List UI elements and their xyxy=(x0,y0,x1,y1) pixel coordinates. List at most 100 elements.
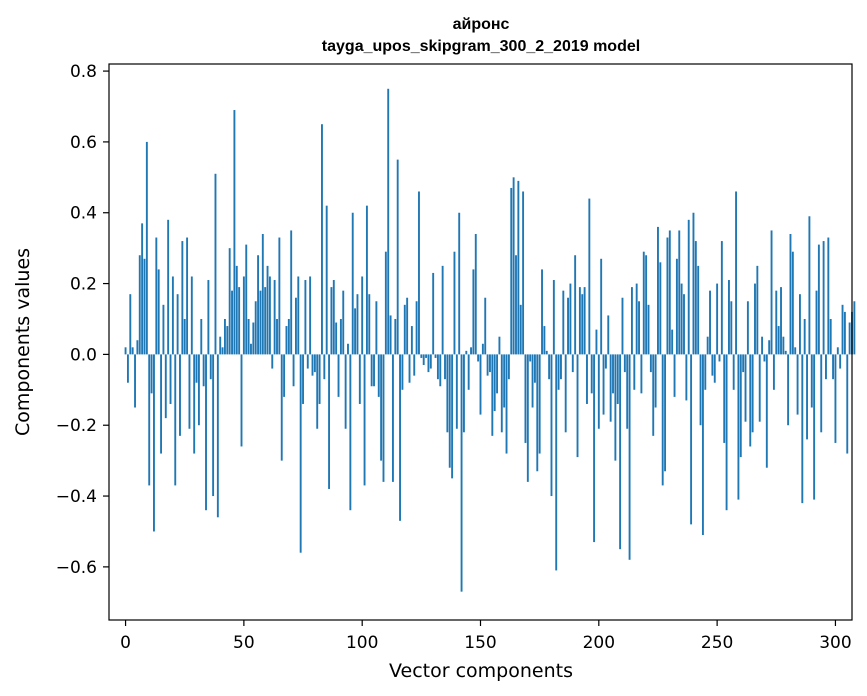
bar-144 xyxy=(465,350,468,355)
bar-78 xyxy=(309,276,312,355)
bar-257 xyxy=(732,354,735,390)
bar-190 xyxy=(574,255,577,355)
bar-44 xyxy=(228,248,231,355)
bar-28 xyxy=(190,276,193,355)
bar-139 xyxy=(453,251,456,355)
bar-95 xyxy=(349,354,352,511)
bar-120 xyxy=(408,354,411,383)
bar-35 xyxy=(207,280,210,355)
bar-238 xyxy=(687,219,690,355)
bar-143 xyxy=(462,354,465,433)
bar-163 xyxy=(510,187,513,355)
bar-41 xyxy=(221,347,224,355)
bar-93 xyxy=(344,354,347,429)
bar-280 xyxy=(787,354,790,426)
bar-162 xyxy=(507,354,510,380)
bar-140 xyxy=(455,354,458,429)
bar-83 xyxy=(321,124,323,355)
y-tick-label: −0.6 xyxy=(56,558,97,578)
bar-7 xyxy=(141,223,144,355)
bar-30 xyxy=(195,354,198,383)
bar-284 xyxy=(796,354,799,415)
bar-266 xyxy=(754,283,756,355)
chart-subtitle: tayga_upos_skipgram_300_2_2019 model xyxy=(322,38,640,55)
bar-145 xyxy=(467,354,470,390)
bar-299 xyxy=(832,354,835,380)
bar-302 xyxy=(839,354,842,369)
bar-21 xyxy=(174,354,177,486)
bar-294 xyxy=(820,354,823,433)
bar-226 xyxy=(659,262,662,355)
bar-193 xyxy=(581,294,584,355)
bar-206 xyxy=(612,354,614,394)
bar-185 xyxy=(562,290,565,355)
bar-72 xyxy=(294,297,297,355)
bar-274 xyxy=(772,354,775,390)
bar-112 xyxy=(389,315,392,355)
bar-69 xyxy=(287,318,290,355)
bar-9 xyxy=(145,141,148,355)
bar-242 xyxy=(697,265,700,355)
bar-119 xyxy=(406,297,409,355)
bar-85 xyxy=(325,205,328,355)
y-tick-label: 0.8 xyxy=(70,62,97,82)
bar-293 xyxy=(817,244,820,355)
bar-279 xyxy=(784,350,787,355)
bar-265 xyxy=(751,354,754,433)
bar-91 xyxy=(339,318,342,355)
bar-261 xyxy=(742,354,745,373)
bar-88 xyxy=(332,280,335,355)
bar-298 xyxy=(829,318,832,355)
bar-53 xyxy=(250,343,252,355)
bar-68 xyxy=(285,326,288,355)
bar-67 xyxy=(283,354,286,397)
bar-114 xyxy=(394,318,397,355)
bar-268 xyxy=(758,354,761,422)
bar-252 xyxy=(720,241,723,355)
bar-250 xyxy=(716,283,719,355)
bar-126 xyxy=(422,354,425,366)
bar-290 xyxy=(810,354,813,408)
bar-218 xyxy=(640,354,643,394)
bar-239 xyxy=(690,354,693,525)
bar-15 xyxy=(160,354,162,454)
bar-181 xyxy=(552,280,555,355)
bar-211 xyxy=(623,354,626,373)
y-axis-label: Components values xyxy=(12,248,34,436)
bar-253 xyxy=(723,354,726,443)
bar-201 xyxy=(600,258,603,355)
bar-136 xyxy=(446,354,449,433)
bar-51 xyxy=(245,244,248,355)
x-axis-label: Vector components xyxy=(389,660,573,682)
bar-246 xyxy=(706,336,709,355)
bar-105 xyxy=(373,354,375,387)
bar-22 xyxy=(176,294,179,355)
bar-256 xyxy=(730,301,733,355)
bar-178 xyxy=(545,350,548,355)
bar-297 xyxy=(827,237,830,355)
bar-232 xyxy=(673,354,676,397)
bar-0 xyxy=(124,347,127,355)
bar-107 xyxy=(377,354,380,397)
bar-54 xyxy=(252,322,255,355)
bar-204 xyxy=(607,315,610,355)
bar-200 xyxy=(597,354,600,429)
bar-215 xyxy=(633,354,636,390)
bar-287 xyxy=(803,318,806,355)
bar-153 xyxy=(486,354,489,376)
bar-47 xyxy=(235,265,238,355)
bar-123 xyxy=(415,301,418,355)
x-axis-ticks: 0 50 100 150 200 250 300 xyxy=(120,620,852,653)
bar-121 xyxy=(410,326,413,355)
bar-289 xyxy=(808,216,811,355)
bar-213 xyxy=(628,354,631,560)
bar-111 xyxy=(387,88,390,355)
bar-219 xyxy=(642,251,645,355)
bar-169 xyxy=(524,354,527,443)
bar-182 xyxy=(555,354,558,571)
bar-191 xyxy=(576,354,579,458)
bar-281 xyxy=(789,233,792,355)
bar-152 xyxy=(484,297,487,355)
bar-36 xyxy=(209,354,212,380)
bar-104 xyxy=(370,354,373,387)
